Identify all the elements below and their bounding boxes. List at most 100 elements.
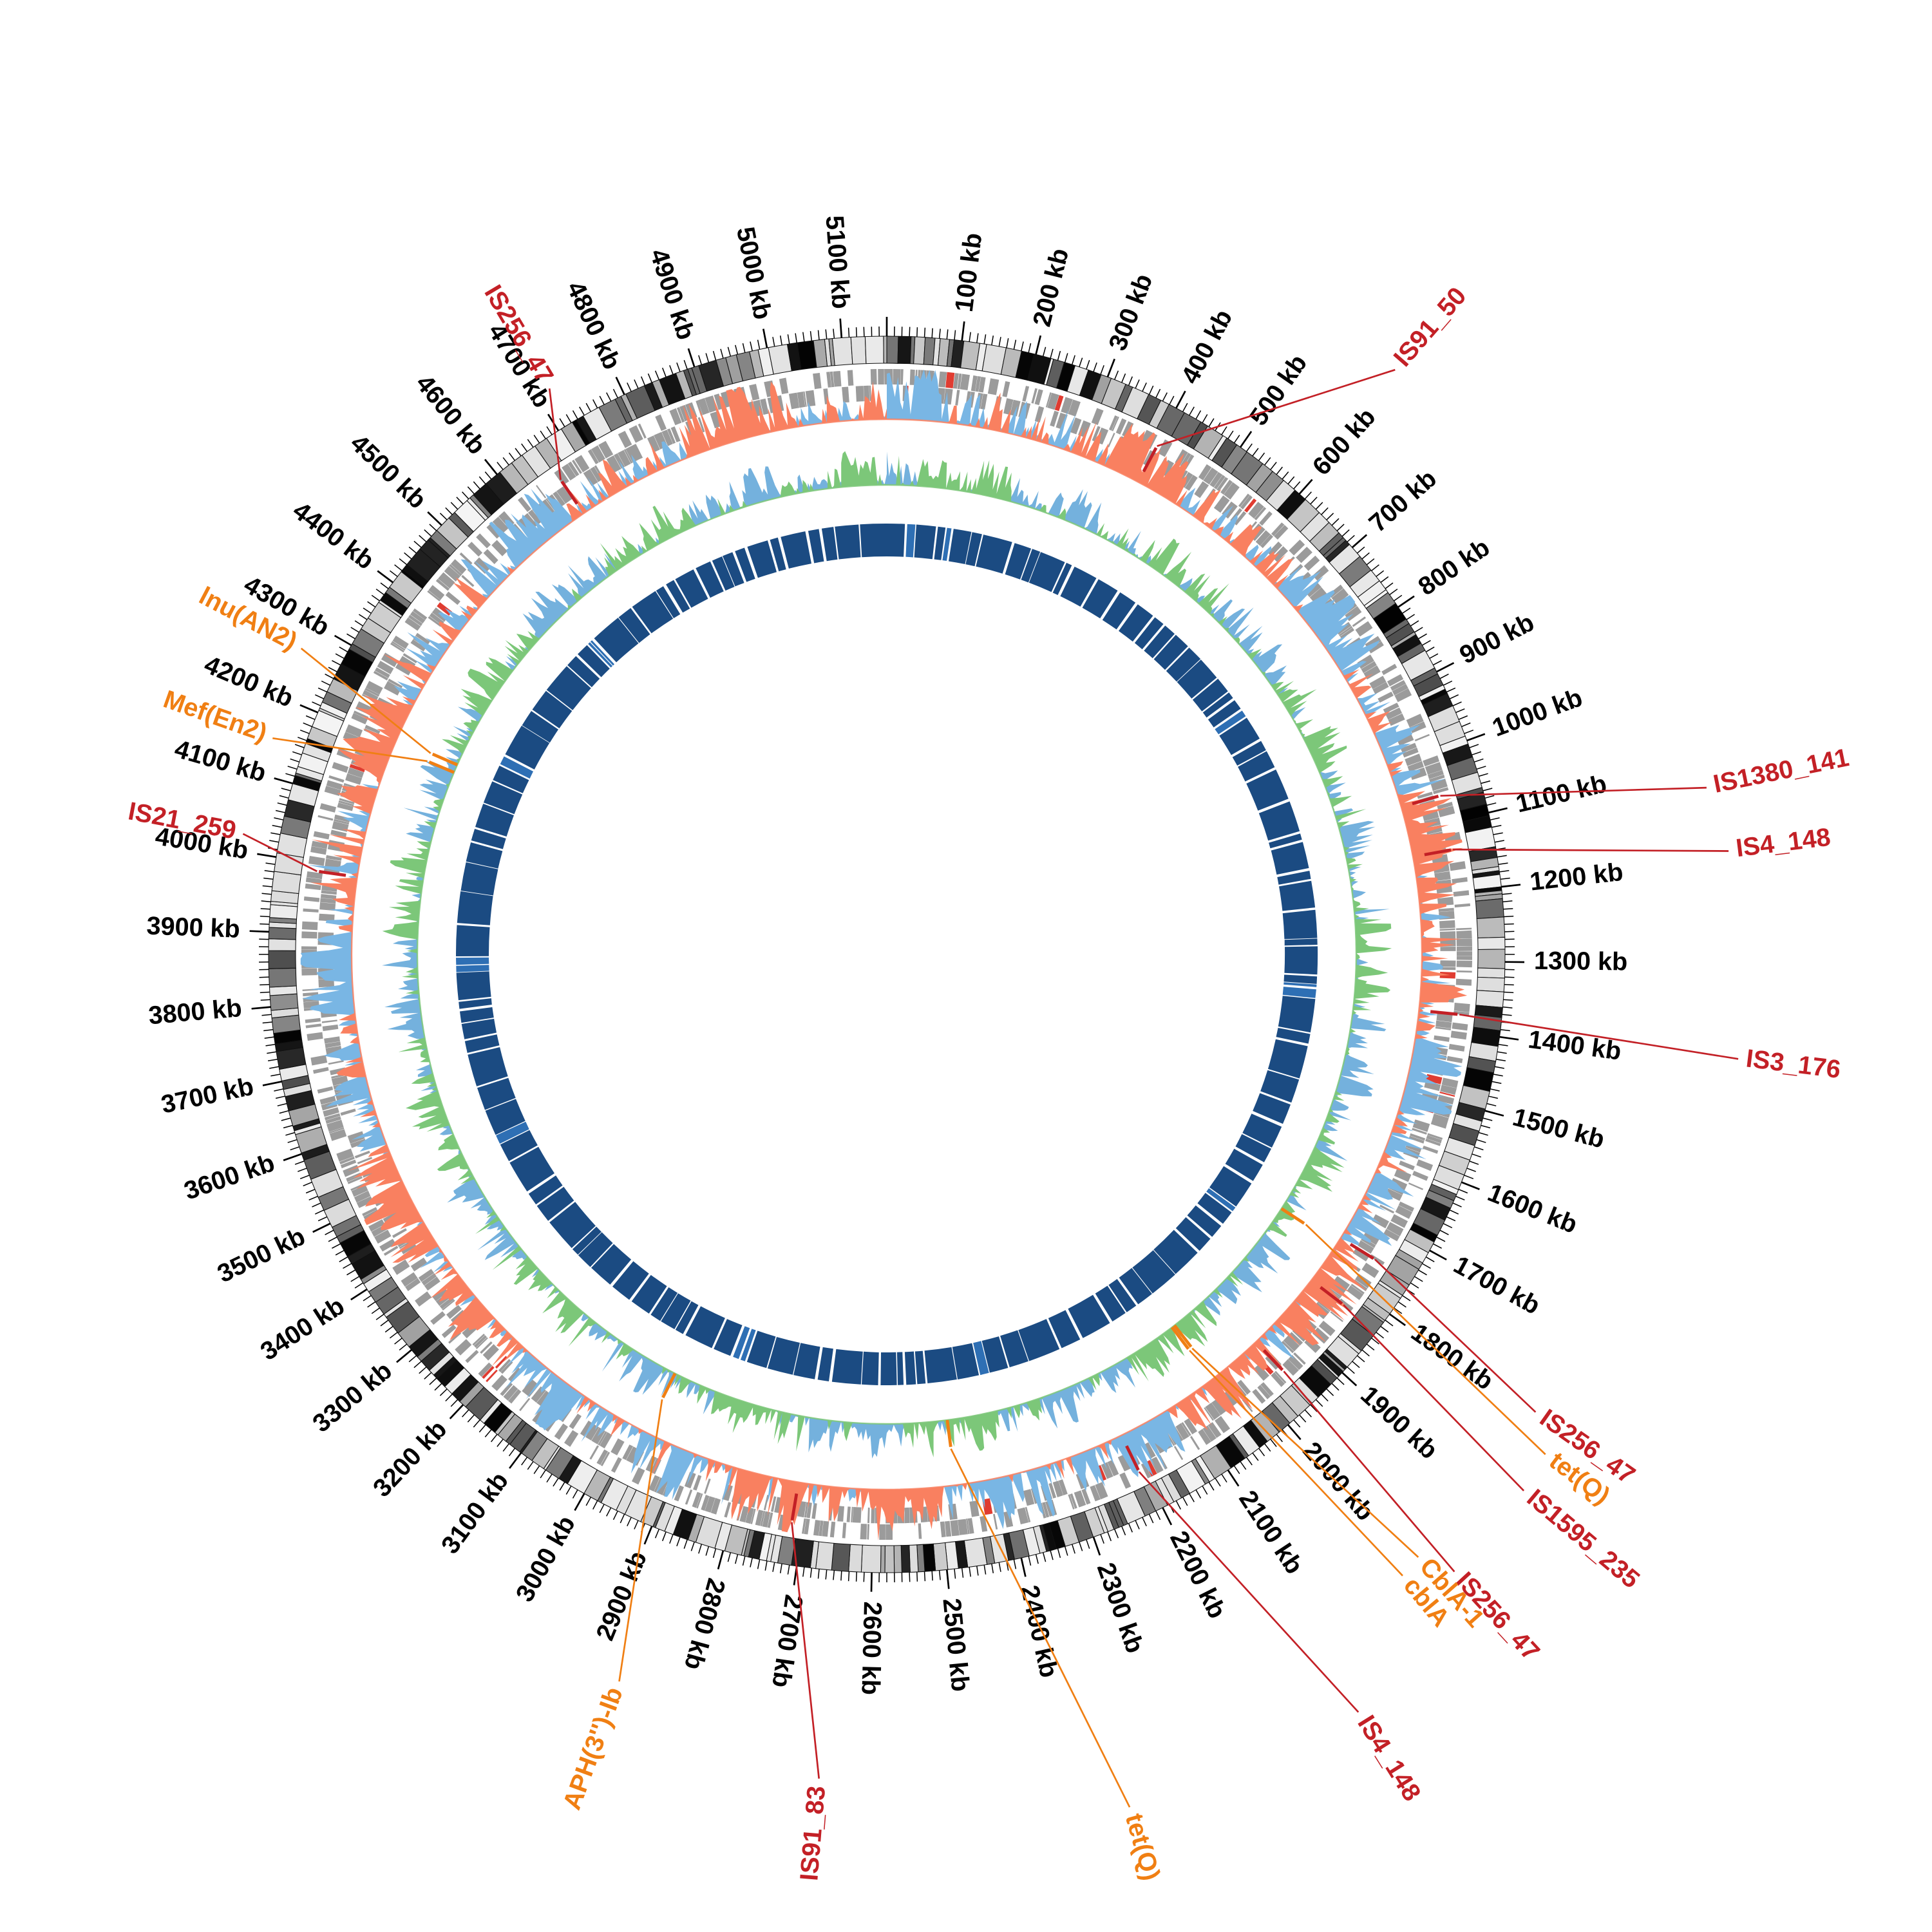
tick-label: 3700 kb — [158, 1072, 256, 1119]
feature-mark — [560, 480, 579, 505]
feature-mark — [1170, 1326, 1190, 1350]
gc-band-segment — [269, 904, 298, 920]
gc-band-segment — [933, 1542, 949, 1571]
leader-line — [1138, 1471, 1359, 1713]
gc-band-segment — [268, 938, 296, 951]
tick-label: 1000 kb — [1488, 683, 1586, 742]
gc-band-segment — [913, 336, 926, 365]
gc-band-segment — [864, 336, 884, 365]
feature-mark — [1349, 1242, 1374, 1260]
tick-label: 2400 kb — [1015, 1583, 1063, 1680]
leader-line — [1374, 1258, 1537, 1413]
gc-skew-ring — [300, 369, 1468, 1541]
gc-band-segment — [1477, 936, 1506, 951]
leader-line — [1452, 848, 1729, 852]
leader-line — [272, 737, 428, 762]
leader-line — [242, 833, 317, 873]
tick-label: 2100 kb — [1233, 1486, 1309, 1579]
gc-band-segment — [268, 950, 296, 969]
tick-label: 4400 kb — [288, 496, 379, 575]
feature-mark — [1430, 1010, 1458, 1016]
gc-band-segment — [860, 1544, 882, 1573]
gc-band-segment — [1475, 990, 1504, 1009]
tick-label: 4800 kb — [561, 277, 626, 374]
contig-ring — [455, 523, 1318, 1386]
gc-band-segment — [1476, 916, 1506, 939]
tick-label: 3400 kb — [256, 1292, 350, 1367]
leader-line — [1459, 1013, 1739, 1060]
tick-label: 400 kb — [1176, 305, 1238, 388]
tick-label: 1300 kb — [1534, 947, 1628, 976]
tick-label: 3800 kb — [147, 994, 243, 1030]
tick-label: 4600 kb — [410, 370, 491, 460]
gc-band-segment — [900, 1544, 911, 1573]
gc-band-segment — [1477, 967, 1506, 979]
tick-label: 2300 kb — [1092, 1559, 1150, 1657]
tick-label: 1500 kb — [1510, 1103, 1607, 1153]
tick-label: 900 kb — [1455, 608, 1539, 669]
tick-label: 3900 kb — [146, 912, 241, 943]
feature-mark — [945, 1419, 952, 1448]
feature-mark — [1142, 447, 1158, 473]
major-ticks — [249, 317, 1525, 1592]
feature-mark — [1262, 1349, 1284, 1371]
tick-label: 4900 kb — [644, 245, 700, 343]
gc-grayscale-ring — [268, 336, 1506, 1573]
tick-label: 3500 kb — [213, 1222, 310, 1289]
feature-mark — [1412, 794, 1439, 806]
leader-line — [791, 1522, 820, 1779]
tick-label: 2700 kb — [766, 1593, 808, 1689]
tick-label: 2200 kb — [1164, 1526, 1231, 1623]
tick-label: 700 kb — [1363, 464, 1442, 538]
tick-label: 5100 kb — [820, 214, 855, 310]
leader-line — [1343, 1304, 1525, 1492]
leader-line — [1305, 1224, 1546, 1455]
annotation-label: IS1380_141 — [1711, 743, 1852, 799]
leader-line — [1157, 368, 1396, 447]
leader-line — [1283, 1370, 1455, 1573]
gc-band-segment — [884, 1545, 895, 1573]
annotation-feature-marks — [318, 447, 1458, 1521]
tick-label: 2800 kb — [679, 1575, 731, 1673]
leader-line — [1191, 1347, 1419, 1558]
annotation-labels: IS91_50IS1380_141IS4_148IS3_176IS256_47t… — [126, 280, 1852, 1884]
tick-label: 3100 kb — [436, 1467, 514, 1559]
position-ticks — [249, 317, 1525, 1592]
gc-band-segment — [886, 336, 899, 364]
annotation-label: IS4_148 — [1734, 823, 1832, 863]
tick-label: 2500 kb — [937, 1597, 974, 1693]
feature-mark — [1424, 848, 1452, 857]
tick-label: 200 kb — [1028, 245, 1075, 329]
leader-line — [1440, 786, 1707, 797]
annotation-label: IS91_50 — [1388, 282, 1472, 372]
tick-label: 2900 kb — [591, 1547, 652, 1644]
leader-line — [950, 1448, 1131, 1808]
feature-mark — [1173, 1324, 1193, 1348]
tick-label: 3000 kb — [511, 1511, 581, 1606]
gc-band-segment — [831, 1542, 851, 1572]
tick-label: 4500 kb — [345, 429, 431, 515]
g-skew-baseline — [350, 418, 1423, 1491]
tick-label: 1200 kb — [1528, 858, 1624, 896]
gc-band-segment — [893, 1545, 902, 1573]
gc-band-segment — [268, 927, 297, 940]
tick-label: 1400 kb — [1526, 1025, 1623, 1066]
gc-band-segment — [909, 1544, 919, 1573]
gc-band-segment — [1477, 949, 1506, 969]
tick-label: 2600 kb — [856, 1601, 887, 1695]
annotation-leader-lines — [242, 368, 1739, 1808]
annotation-label: IS3_176 — [1745, 1044, 1842, 1084]
gc-band-segment — [897, 336, 912, 365]
leader-line — [618, 1399, 663, 1682]
g-gc-negative — [382, 451, 1392, 1457]
feature-mark — [1320, 1285, 1343, 1305]
annotation-label: tet(Q) — [1120, 1810, 1166, 1884]
feature-mark — [1280, 1207, 1305, 1225]
tick-label: 100 kb — [950, 231, 988, 314]
tick-label: 1700 kb — [1449, 1251, 1545, 1320]
tick-label: 800 kb — [1414, 533, 1495, 601]
feature-mark — [318, 869, 346, 877]
